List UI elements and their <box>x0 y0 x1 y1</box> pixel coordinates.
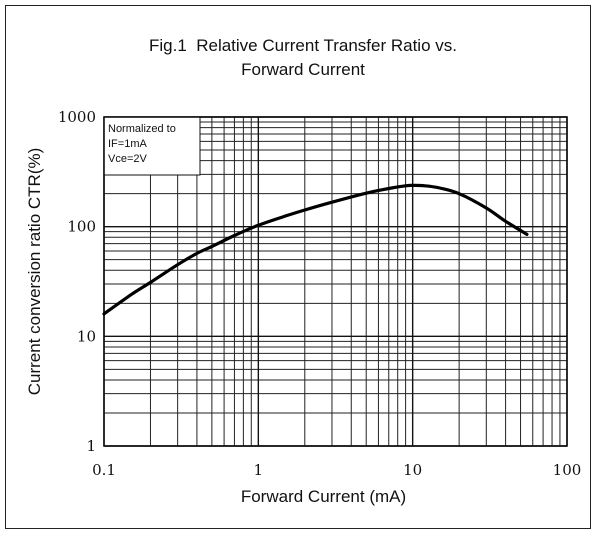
x-tick-label: 10 <box>403 461 422 479</box>
chart-title-line-1: Fig.1 Relative Current Transfer Ratio vs… <box>148 36 457 55</box>
note-line: Normalized to <box>108 123 176 135</box>
y-axis-label: Current conversion ratio CTR(%) <box>25 148 44 396</box>
x-tick-label: 0.1 <box>92 461 116 479</box>
plot-border <box>103 116 568 447</box>
x-axis-label: Forward Current (mA) <box>241 487 406 506</box>
y-tick-label: 1000 <box>58 108 96 126</box>
y-tick-label: 1 <box>86 437 96 455</box>
y-tick-label: 100 <box>67 218 96 236</box>
note-line: IF=1mA <box>108 138 147 150</box>
x-tick-label: 100 <box>553 461 582 479</box>
y-tick-label: 10 <box>77 327 96 345</box>
chart-title-line-2: Forward Current <box>241 60 365 79</box>
ctr-curve-line <box>102 183 529 316</box>
note-line: Vce=2V <box>108 153 147 165</box>
figure-frame <box>5 5 591 529</box>
x-tick-label: 1 <box>254 461 264 479</box>
